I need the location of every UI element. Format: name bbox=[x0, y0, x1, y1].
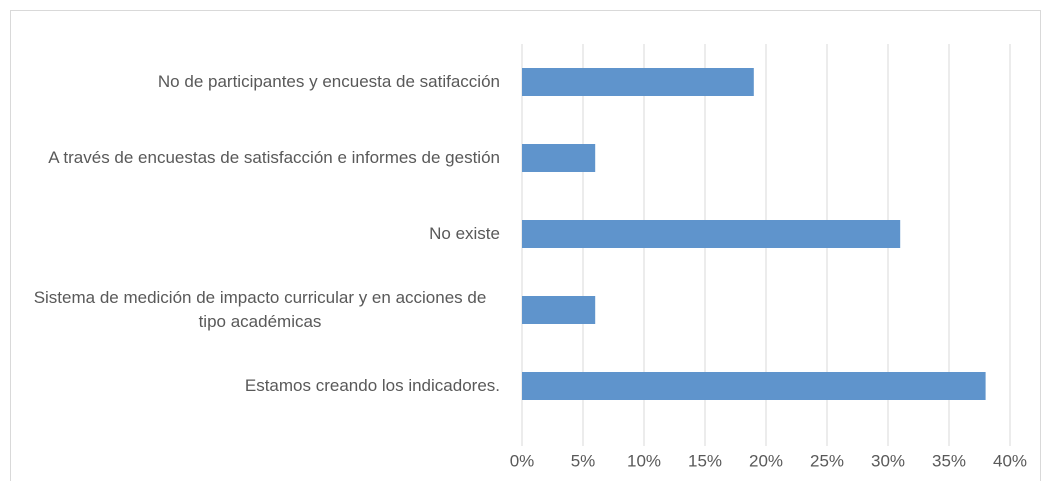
x-tick-label: 10% bbox=[627, 451, 661, 470]
x-tick-label: 15% bbox=[688, 451, 722, 470]
x-tick-label: 25% bbox=[810, 451, 844, 470]
x-tick-label: 0% bbox=[510, 451, 535, 470]
y-tick-label: No existe bbox=[429, 224, 500, 243]
x-tick-label: 30% bbox=[871, 451, 905, 470]
x-tick-label: 20% bbox=[749, 451, 783, 470]
y-tick-label: No de participantes y encuesta de satifa… bbox=[157, 72, 500, 91]
y-tick-label: A través de encuestas de satisfacción e … bbox=[48, 148, 500, 167]
category-label-box: No existe bbox=[20, 196, 500, 272]
bar bbox=[522, 296, 596, 324]
y-tick-label: Estamos creando los indicadores. bbox=[244, 376, 500, 395]
category-label-box: Sistema de medición de impacto curricula… bbox=[20, 272, 500, 348]
y-tick-label: Sistema de medición de impacto curricula… bbox=[33, 288, 487, 331]
chart-border bbox=[10, 10, 1041, 481]
x-tick-label: 35% bbox=[932, 451, 966, 470]
category-label-box: No de participantes y encuesta de satifa… bbox=[20, 44, 500, 120]
x-tick-label: 40% bbox=[993, 451, 1027, 470]
bar bbox=[522, 68, 754, 96]
category-label-box: A través de encuestas de satisfacción e … bbox=[20, 120, 500, 196]
bar bbox=[522, 220, 901, 248]
x-tick-label: 5% bbox=[571, 451, 596, 470]
bar bbox=[522, 144, 596, 172]
bar bbox=[522, 372, 986, 400]
category-label-box: Estamos creando los indicadores. bbox=[20, 348, 500, 424]
